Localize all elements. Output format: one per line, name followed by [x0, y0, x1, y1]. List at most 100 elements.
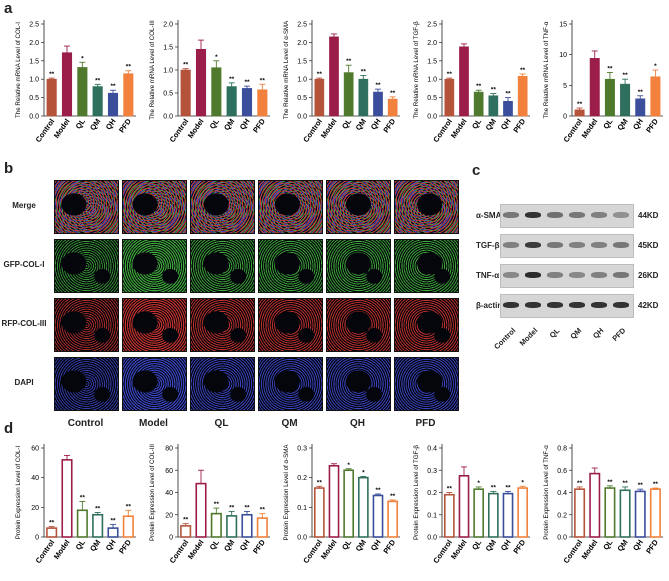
western-blot-band — [525, 212, 541, 218]
western-blot-band — [503, 212, 519, 218]
significance-label: * — [477, 480, 480, 487]
microscopy-image — [190, 180, 255, 234]
western-blot-band — [569, 302, 585, 308]
y-tick-label: 0.0 — [427, 114, 437, 121]
significance-label: * — [654, 63, 657, 70]
significance-label: ** — [110, 517, 116, 524]
western-blot-band — [503, 272, 519, 278]
y-tick-label: 0.5 — [29, 95, 39, 102]
chart-d1: Protein Expression Level of COL-I 0 20 40 60… — [15, 444, 136, 565]
x-tick-label: QM — [222, 538, 236, 553]
y-tick-label: 1.5 — [163, 45, 173, 52]
y-tick-label: 2.0 — [163, 22, 173, 29]
microscopy-image — [326, 180, 391, 234]
bar — [92, 86, 103, 117]
significance-label: ** — [505, 484, 511, 491]
y-axis-label: Protein Expression Level of COL-III — [149, 444, 156, 541]
x-tick-label: PFD — [117, 538, 133, 556]
microscopy-image — [54, 357, 119, 411]
x-tick-label: QH — [104, 117, 118, 131]
bar — [517, 75, 528, 117]
x-tick-label: Control — [431, 117, 454, 144]
x-tick-label: PFD — [511, 117, 527, 135]
western-blot-protein-label: TNF-α — [476, 271, 500, 280]
x-tick-label: QH — [238, 538, 252, 552]
y-tick-label: 2.0 — [29, 40, 39, 47]
y-axis-label: The Relative mRNA Level of COL-I — [15, 22, 22, 118]
bar — [473, 91, 484, 117]
bar — [574, 109, 585, 117]
bar — [574, 488, 586, 538]
significance-label: ** — [577, 101, 583, 108]
x-tick-label: PFD — [381, 117, 397, 135]
chart-a1: The Relative mRNA Level of COL-I 0.0 0.5 1.… — [15, 20, 136, 144]
significance-label: ** — [80, 494, 86, 501]
y-tick-label: 1.0 — [297, 77, 307, 84]
significance-label: ** — [476, 83, 482, 90]
bar — [503, 100, 513, 117]
y-tick-label: 40 — [31, 475, 39, 482]
bar — [343, 469, 355, 538]
y-tick-label: 20 — [31, 505, 39, 512]
microscopy-row-label: Merge — [12, 201, 36, 210]
significance-label: ** — [183, 62, 189, 69]
significance-label: ** — [653, 481, 659, 488]
microscopy-image — [258, 357, 323, 411]
western-blot-band — [547, 272, 563, 278]
western-blot-size-label: 42KD — [638, 301, 659, 310]
bar — [387, 500, 399, 538]
bar — [313, 487, 325, 538]
western-blot-size-label: 45KD — [638, 241, 659, 250]
y-tick-label: 0 — [169, 535, 173, 542]
significance-label: ** — [607, 65, 613, 72]
y-tick-label: 0.3 — [297, 446, 307, 453]
significance-label: ** — [375, 82, 381, 89]
y-tick-label: 0.2 — [557, 512, 567, 519]
x-tick-label: Control — [301, 538, 324, 565]
panel-label-a: a — [4, 0, 13, 17]
bar — [650, 76, 661, 117]
microscopy-column-label: QM — [281, 418, 298, 429]
western-blot-strip — [500, 264, 634, 288]
significance-label: ** — [623, 480, 629, 487]
y-tick-label: 2.5 — [427, 22, 437, 29]
western-blot-band — [613, 302, 629, 308]
x-tick-label: QL — [601, 117, 615, 131]
significance-label: ** — [214, 501, 220, 508]
x-tick-label: QL — [74, 538, 88, 552]
western-blot-band — [547, 302, 563, 308]
bar — [372, 494, 384, 538]
significance-label: ** — [491, 87, 497, 94]
microscopy-image — [258, 180, 323, 234]
significance-label: ** — [49, 520, 55, 527]
bar — [122, 515, 134, 538]
y-axis-label: Protein Expression Level of COL-I — [15, 445, 22, 539]
x-tick-label: QM — [354, 538, 368, 553]
x-tick-label: QL — [470, 117, 484, 131]
bar — [343, 72, 354, 117]
western-blot-size-label: 26KD — [638, 271, 659, 280]
y-tick-label: 1.0 — [29, 77, 39, 84]
y-tick-label: 5 — [563, 83, 567, 90]
y-tick-label: 20 — [165, 512, 173, 519]
western-blot-band — [591, 212, 607, 218]
y-tick-label: 10 — [559, 52, 567, 59]
y-tick-label: 60 — [165, 468, 173, 475]
y-tick-label: 0.0 — [29, 114, 39, 121]
microscopy-image — [394, 298, 459, 352]
bar — [92, 513, 104, 538]
y-tick-label: 0.1 — [297, 505, 307, 512]
significance-label: ** — [375, 487, 381, 494]
significance-label: ** — [623, 72, 629, 79]
western-blot-protein-label: β-actin — [476, 301, 503, 310]
y-tick-label: 0.4 — [557, 490, 567, 497]
western-blot-strip — [500, 234, 634, 258]
significance-label: ** — [638, 482, 644, 489]
x-tick-label: PFD — [251, 117, 267, 135]
x-tick-label: Control — [168, 117, 191, 144]
significance-label: ** — [244, 504, 250, 511]
bar — [620, 83, 631, 117]
x-tick-label: QL — [340, 538, 354, 552]
western-blot-band — [613, 272, 629, 278]
y-axis-label: The Relative mRNA Level of TGF-β — [413, 21, 420, 119]
